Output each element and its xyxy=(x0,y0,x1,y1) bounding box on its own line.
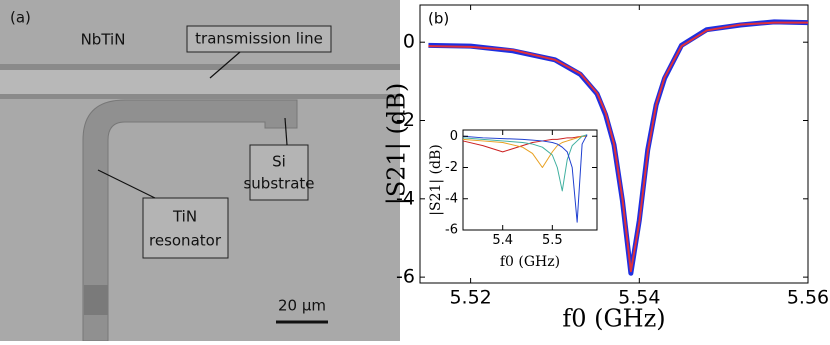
x-tick-label: 5.52 xyxy=(449,287,491,309)
y-tick-label: -2 xyxy=(445,160,458,175)
micrograph-background xyxy=(0,0,400,341)
x-tick-label: 5.54 xyxy=(618,287,660,309)
resonator-end xyxy=(84,285,108,315)
line-edge xyxy=(0,64,400,70)
data-line xyxy=(462,134,588,192)
y-tick-label: -4 xyxy=(396,187,415,209)
resonator-label: resonator xyxy=(149,232,222,250)
scale-label: 20 μm xyxy=(278,297,326,315)
x-axis-label: f0 (GHz) xyxy=(500,254,560,270)
x-tick-label: 5.5 xyxy=(542,233,563,248)
transmission-line xyxy=(0,70,400,94)
panel-label: (a) xyxy=(10,9,31,27)
y-tick-label: -6 xyxy=(396,266,415,288)
y-tick-label: -4 xyxy=(445,191,458,206)
y-axis-label: |S21| (dB) xyxy=(428,144,444,215)
resonator xyxy=(82,99,298,342)
x-axis-label: f0 (GHz) xyxy=(562,305,665,333)
data-line xyxy=(428,21,808,273)
arrow xyxy=(209,51,241,79)
data-line xyxy=(462,134,588,223)
y-tick-label: 0 xyxy=(403,31,415,53)
label-box xyxy=(142,197,229,259)
line-label: transmission line xyxy=(195,30,323,48)
arrow xyxy=(284,117,288,146)
substrate-label: Si xyxy=(272,153,286,171)
y-tick-label: 0 xyxy=(450,129,458,144)
micrograph-panel: (a) NbTiN transmission line Si substrate… xyxy=(0,0,400,342)
data-line xyxy=(462,135,588,168)
panel-label: (b) xyxy=(428,10,449,28)
label-box xyxy=(186,25,332,53)
label-box xyxy=(249,144,309,201)
data-line xyxy=(462,135,588,153)
x-tick-label: 5.4 xyxy=(492,233,513,248)
line-edge xyxy=(0,94,400,99)
y-tick-label: -6 xyxy=(445,223,458,238)
y-axis-label: |S21| (dB) xyxy=(383,83,412,206)
substrate-label: substrate xyxy=(243,175,314,193)
y-tick-label: -2 xyxy=(396,109,415,131)
arrow xyxy=(97,169,156,199)
x-tick-label: 5.56 xyxy=(787,287,829,309)
resonator-label: TiN xyxy=(172,208,197,226)
material-label: NbTiN xyxy=(81,31,126,49)
